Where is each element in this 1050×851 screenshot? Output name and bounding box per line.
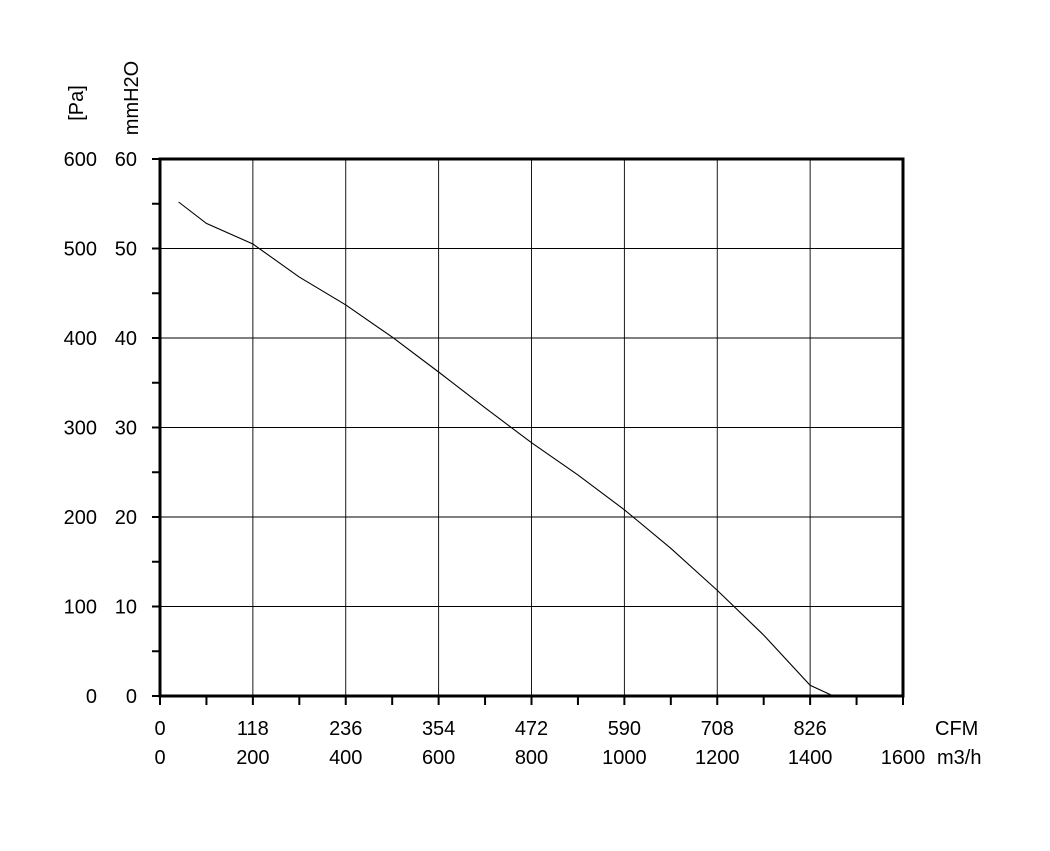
x-unit-m3h: m3/h xyxy=(937,747,981,769)
y-tick-label-mmh2o: 20 xyxy=(115,507,137,529)
x-tick-label-m3h: 400 xyxy=(329,747,362,769)
y-tick-label-mmh2o: 0 xyxy=(126,686,137,708)
y-tick-label-pa: 300 xyxy=(64,418,97,440)
x-tick-label-cfm: 708 xyxy=(701,718,734,740)
x-tick-label-cfm: 472 xyxy=(515,718,548,740)
x-tick-label-m3h: 1600 xyxy=(881,747,926,769)
x-tick-label-m3h: 600 xyxy=(422,747,455,769)
x-unit-cfm: CFM xyxy=(935,718,978,740)
y-tick-label-mmh2o: 30 xyxy=(115,418,137,440)
x-tick-label-cfm: 590 xyxy=(608,718,641,740)
x-tick-label-cfm: 236 xyxy=(329,718,362,740)
y-unit-pa: [Pa] xyxy=(66,85,88,121)
x-tick-label-m3h: 0 xyxy=(154,747,165,769)
x-tick-label-cfm: 354 xyxy=(422,718,455,740)
series-curve xyxy=(178,201,834,697)
y-tick-label-pa: 0 xyxy=(86,686,97,708)
x-tick-label-m3h: 1400 xyxy=(788,747,833,769)
minor-ticks xyxy=(152,158,904,705)
x-tick-label-m3h: 1200 xyxy=(695,747,740,769)
y-tick-label-mmh2o: 40 xyxy=(115,328,137,350)
y-tick-label-mmh2o: 60 xyxy=(115,149,137,171)
x-tick-label-m3h: 200 xyxy=(236,747,269,769)
grid xyxy=(160,159,903,696)
y-tick-label-pa: 200 xyxy=(64,507,97,529)
y-tick-label-pa: 600 xyxy=(64,149,97,171)
y-tick-label-pa: 400 xyxy=(64,328,97,350)
x-tick-label-cfm: 118 xyxy=(237,718,269,740)
x-tick-label-m3h: 800 xyxy=(515,747,548,769)
y-tick-label-pa: 100 xyxy=(64,597,97,619)
x-tick-label-cfm: 0 xyxy=(154,718,165,740)
x-tick-label-m3h: 1000 xyxy=(602,747,647,769)
y-tick-label-mmh2o: 50 xyxy=(115,239,137,261)
y-tick-label-mmh2o: 10 xyxy=(115,597,137,619)
x-tick-label-cfm: 826 xyxy=(793,718,826,740)
plot-frame xyxy=(158,157,905,698)
y-unit-mmh2o: mmH2O xyxy=(121,61,143,135)
y-tick-label-pa: 500 xyxy=(64,239,97,261)
